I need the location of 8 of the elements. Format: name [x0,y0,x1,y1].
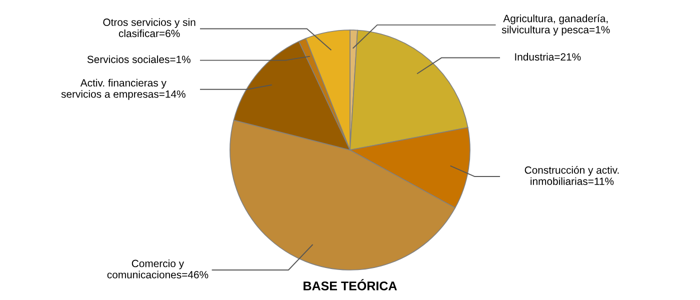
slice-label: Otros servicios y sin clasificar=6% [103,18,196,38]
slice-label: Activ. financieras y servicios a empresas=14% [61,78,186,100]
slice-label: Comercio y comunicaciones=46% [107,260,208,278]
slice-label: Construcción y activ. inmobiliarias=11% [524,166,619,185]
slice-label: Agricultura, ganadería, silvicultura y pesca=1% [502,14,610,36]
slice-label: Servicios sociales=1% [87,55,190,64]
text: BASE TEÓRICA [304,279,397,290]
slice-label: Industria=21% [515,52,581,61]
